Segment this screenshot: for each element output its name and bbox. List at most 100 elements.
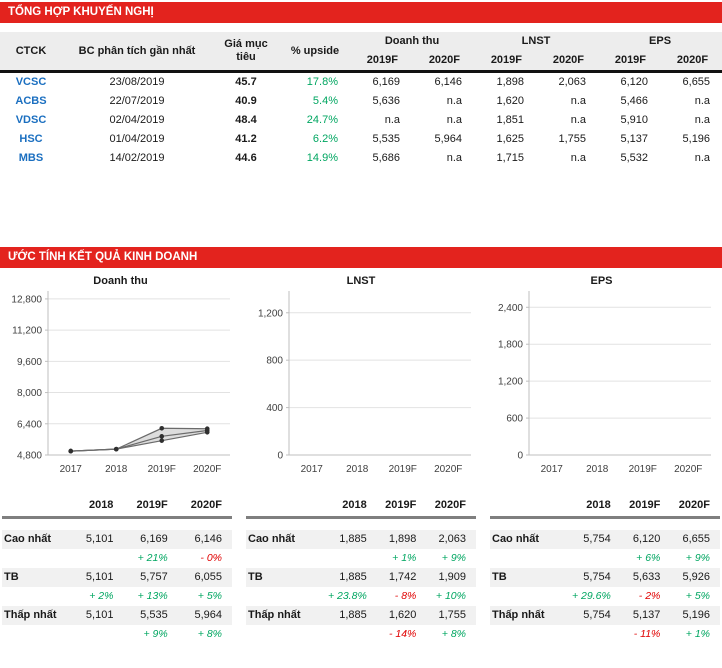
summary-value-cell: 1,755 [426,606,476,625]
forecast-value-cell: n.a [570,95,587,107]
summary-value-row: Thấp nhất 5,101 5,535 5,964 [2,606,232,625]
svg-text:2018: 2018 [586,464,609,475]
forecast-value-cell: 5,910 [620,114,649,126]
summary-pct-cell [318,625,377,644]
summary-value-cell: 5,101 [74,606,124,625]
summary-value-row: Cao nhất 5,754 6,120 6,655 [490,530,720,549]
summary-pct-cell: + 5% [177,587,232,606]
target-price-cell: 40.9 [235,95,257,107]
summary-pct-cell: - 8% [376,587,427,606]
ticker-cell: MBS [18,152,44,164]
report-date-cell: 02/04/2019 [109,114,165,126]
forecast-value-cell: 6,120 [620,76,649,88]
summary-row-label: TB [490,568,562,587]
summary-row-label-empty [246,625,318,644]
summary-pct-cell: + 1% [376,549,427,568]
summary-value-cell: 6,146 [177,530,232,549]
svg-text:12,800: 12,800 [11,294,42,305]
year-subheader: 2020F [660,51,722,73]
summary-pct-cell: + 9% [670,549,720,568]
summary-year-header: 2020F [670,496,720,519]
svg-text:1,200: 1,200 [257,308,282,319]
upside-cell: 17.8% [306,76,338,88]
summary-pct-cell [318,549,377,568]
forecast-value-cell: n.a [446,152,463,164]
recommendations-section-title: TỔNG HỢP KHUYẾN NGHỊ [8,6,154,18]
svg-text:2019F: 2019F [388,464,416,475]
table-subheader-row: 2019F 2020F 2019F 2020F 2019F 2020F [0,51,722,73]
forecast-value-cell: 5,686 [372,152,400,164]
recommendation-row: MBS 14/02/2019 44.6 14.9% 5,686 n.a 1,715 n… [0,149,722,168]
target-price-cell: 48.4 [235,114,257,126]
summary-value-cell: 5,754 [562,568,621,587]
col-header-upside: % upside [280,32,350,73]
summary-value-cell: 5,964 [177,606,232,625]
summary-value-cell: 1,885 [318,568,377,587]
svg-text:2019F: 2019F [148,464,176,475]
forecast-value-cell: 2,063 [558,76,587,88]
forecast-value-cell: 6,655 [682,76,711,88]
summary-pct-cell: - 11% [620,625,671,644]
summary-row-label: Thấp nhất [2,606,74,625]
summary-pct-row: + 2% + 13% + 5% [2,587,232,606]
svg-text:800: 800 [266,356,283,367]
chart-title-doanh-thu: Doanh thu [93,275,148,287]
upside-cell: 5.4% [312,95,338,107]
summary-row-label-empty [2,587,74,606]
summary-row-label: Thấp nhất [246,606,318,625]
spacer-row [2,518,232,531]
svg-text:2018: 2018 [105,464,128,475]
forecast-value-cell: 5,466 [620,95,649,107]
summary-value-cell: 5,101 [74,568,124,587]
summary-pct-cell: - 0% [177,549,232,568]
table-group-header-row: CTCK BC phân tích gần nhất Giá mục tiêu … [0,32,722,73]
svg-text:8,000: 8,000 [17,388,42,399]
svg-text:4,800: 4,800 [17,451,42,462]
svg-text:0: 0 [517,451,523,462]
target-price-cell: 41.2 [235,133,257,145]
summary-pct-cell: + 2% [74,587,124,606]
ticker-cell: VCSC [15,76,47,88]
forecast-value-cell: 6,146 [434,76,463,88]
summary-year-header: 2020F [177,496,232,519]
svg-text:2017: 2017 [300,464,323,475]
summary-value-cell: 6,655 [670,530,720,549]
recommendation-row: ACBS 22/07/2019 40.9 5.4% 5,636 n.a 1,620 n… [0,92,722,111]
forecast-value-cell: n.a [570,152,587,164]
forecast-value-cell: 5,532 [620,152,649,164]
summary-value-cell: 5,926 [670,568,720,587]
summary-row-label-empty [490,549,562,568]
svg-text:2019F: 2019F [629,464,657,475]
group-header-lnst: LNST [474,32,599,51]
summary-row-label-empty [246,549,318,568]
summary-row-label: Cao nhất [246,530,318,549]
summary-pct-cell [562,549,621,568]
summary-value-row: Thấp nhất 5,754 5,137 5,196 [490,606,720,625]
summary-value-cell: 6,169 [123,530,178,549]
year-subheader: 2020F [536,51,599,73]
chart-lnst: LNST 0 400 800 1,200 2017 2018 2019F 2020F [243,270,480,488]
upside-cell: 6.2% [312,133,338,145]
forecast-value-cell: 1,715 [496,152,525,164]
estimates-section-header: ƯỚC TÍNH KẾT QUẢ KINH DOANH [0,247,722,268]
svg-text:0: 0 [277,451,283,462]
charts-row: Doanh thu 4,800 6,400 8,000 9,600 11,200 12,8… [0,270,722,488]
report-date-cell: 23/08/2019 [109,76,165,88]
forecast-value-cell: n.a [446,114,463,126]
summary-header-row: 2018 2019F 2020F [246,496,476,519]
svg-text:2020F: 2020F [434,464,462,475]
svg-text:2020F: 2020F [674,464,702,475]
summary-value-cell: 5,757 [123,568,178,587]
summary-pct-row: + 1% + 9% [246,549,476,568]
summary-pct-cell: - 14% [376,625,427,644]
recommendations-section-header: TỔNG HỢP KHUYẾN NGHỊ [0,2,722,23]
forecast-value-cell: 6,169 [372,76,400,88]
summary-pct-cell: + 29.6% [562,587,621,606]
chart-doanh-thu: Doanh thu 4,800 6,400 8,000 9,600 11,200 12,8… [2,270,239,488]
svg-text:2020F: 2020F [193,464,221,475]
summary-row-label-empty [2,549,74,568]
lnst-chart-svg: 0 400 800 1,200 2017 2018 2019F 2020F [257,291,471,475]
summary-pct-cell: + 9% [123,625,178,644]
svg-text:1,800: 1,800 [498,340,523,351]
summary-value-row: TB 5,754 5,633 5,926 [490,568,720,587]
